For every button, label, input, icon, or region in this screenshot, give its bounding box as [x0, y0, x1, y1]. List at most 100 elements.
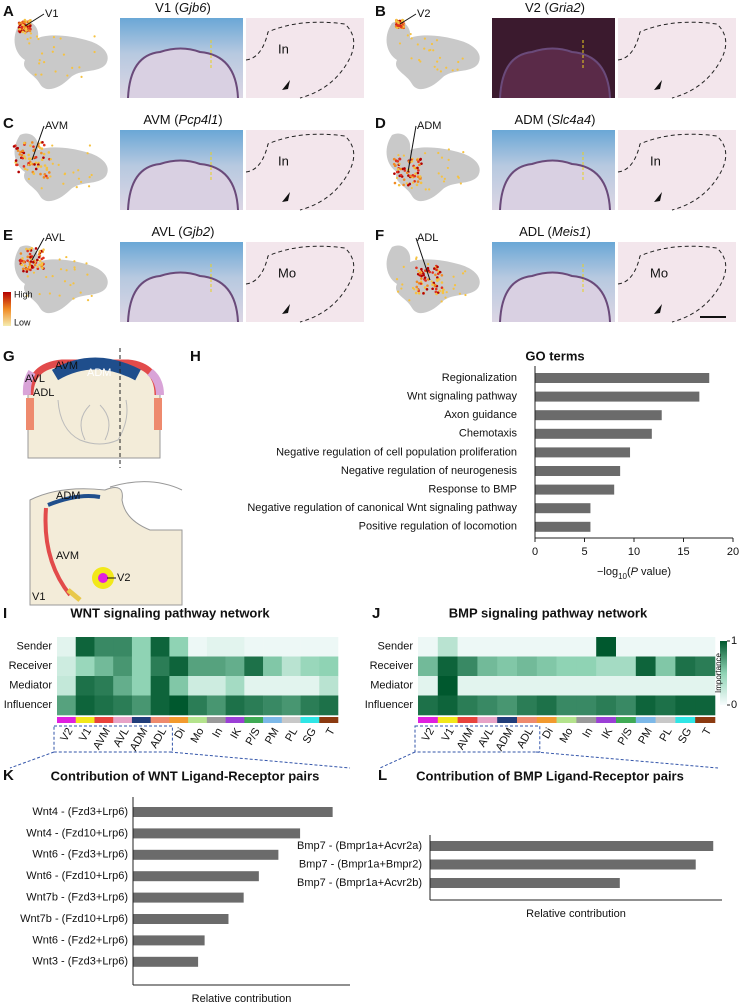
heat-cell	[655, 656, 676, 677]
column-color	[576, 717, 597, 723]
umap-dot	[418, 175, 422, 178]
bar-label: Response to BMP	[428, 484, 517, 496]
heat-cell	[206, 676, 226, 696]
bar	[430, 878, 620, 888]
umap-dot	[29, 268, 32, 272]
umap-dot	[452, 287, 455, 290]
heat-cell	[655, 695, 676, 716]
umap-dot	[436, 279, 439, 283]
umap	[386, 245, 480, 314]
chart-title: Contribution of WNT Ligand-Receptor pair…	[51, 768, 320, 783]
umap-dot	[59, 37, 62, 40]
umap-dot	[436, 272, 440, 276]
tissue-outline	[245, 133, 355, 211]
umap-dot	[437, 172, 440, 175]
diagram-label: ADM	[56, 490, 80, 502]
umap-dot	[38, 292, 41, 296]
umap-dot	[23, 155, 26, 158]
bar-label: Negative regulation of canonical Wnt sig…	[247, 502, 517, 514]
heat-cell	[596, 676, 617, 696]
umap-dot	[38, 263, 41, 267]
scale-bar-bg	[700, 316, 726, 318]
umap-dot	[19, 260, 22, 263]
x-axis-label: −log10(P value)	[597, 566, 671, 581]
column-color	[300, 717, 320, 723]
heat-cell	[457, 656, 478, 677]
heat-cell	[418, 637, 439, 657]
umap-label: ADM	[417, 120, 441, 132]
avl-region	[147, 368, 164, 396]
umap-dot	[86, 299, 90, 302]
avl-region	[22, 369, 36, 396]
column-label: V2	[58, 726, 75, 744]
umap-dot	[453, 284, 457, 287]
umap-dot	[33, 263, 37, 267]
umap-dot	[431, 283, 434, 286]
arrowhead	[654, 192, 662, 202]
umap-dot	[462, 151, 465, 154]
zoom-line	[169, 751, 351, 769]
heat-cell	[263, 676, 283, 696]
umap-dot	[420, 277, 423, 280]
tissue-outline	[245, 21, 355, 99]
heat-cell	[244, 695, 264, 716]
region-label: Mo	[650, 265, 668, 280]
umap-dot	[397, 183, 401, 187]
umap-dot	[422, 292, 425, 295]
heat-cell	[57, 637, 77, 657]
umap-dot	[415, 183, 419, 187]
umap-dot	[459, 182, 462, 185]
umap-dot	[77, 177, 81, 180]
umap-dot	[416, 166, 419, 170]
heat-cell	[113, 676, 133, 696]
heat-cell	[437, 695, 458, 716]
umap-cloud	[14, 133, 108, 202]
row-label: Receiver	[370, 660, 414, 672]
umap-dot	[446, 166, 449, 170]
umap-dot	[65, 255, 68, 259]
row-label: Receiver	[9, 660, 53, 672]
diagram-g: G AVM ADM AVL ADL ADM AVM V1 V2	[3, 348, 183, 606]
umap-dot	[45, 166, 49, 170]
umap-dot	[393, 157, 396, 161]
umap-dot	[42, 248, 45, 251]
heat-cell	[169, 695, 189, 716]
panel-letter: I	[3, 605, 7, 622]
umap-dot	[26, 275, 29, 278]
umap-dot	[406, 34, 409, 37]
umap-dot	[440, 300, 443, 303]
umap-dot	[71, 66, 74, 69]
column-color	[188, 717, 208, 723]
umap-dot	[39, 165, 43, 168]
umap-cloud	[386, 133, 480, 202]
umap-dot	[443, 177, 446, 180]
umap-dot	[42, 156, 45, 159]
umap-dot	[52, 36, 56, 39]
heat-cell	[536, 676, 557, 696]
title-part: )	[581, 0, 585, 15]
heat-cell	[576, 637, 597, 657]
heat-cell	[188, 695, 208, 716]
umap-dot	[57, 163, 60, 166]
bar	[430, 859, 696, 870]
column-color	[675, 717, 696, 723]
umap-dot	[415, 285, 419, 289]
umap-dot	[80, 75, 83, 78]
umap-dot	[24, 157, 27, 160]
umap-dot	[23, 20, 26, 24]
heat-cell	[225, 637, 245, 657]
heat-cell	[437, 656, 458, 677]
umap-dot	[32, 172, 36, 175]
bar	[535, 410, 662, 421]
arrowhead	[282, 304, 290, 314]
umap-dot	[21, 267, 25, 271]
umap-dot	[90, 294, 93, 298]
umap-dot	[420, 162, 423, 165]
region-label: In	[278, 153, 289, 168]
umap-dot	[395, 170, 399, 174]
umap-dot	[419, 282, 423, 285]
umap-dot	[23, 18, 27, 22]
umap-dot	[435, 292, 438, 296]
umap-dot	[22, 151, 26, 155]
umap-dot	[43, 173, 47, 176]
